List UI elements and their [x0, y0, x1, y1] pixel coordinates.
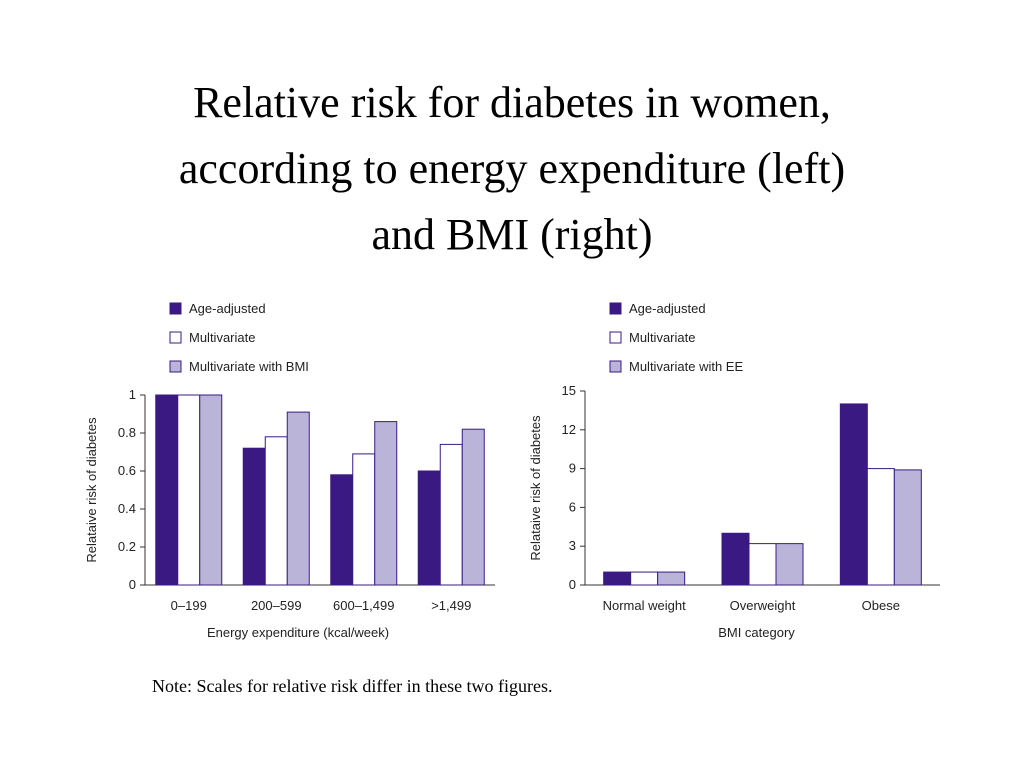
- bar: [461, 428, 485, 586]
- y-tick-label: 0.8: [118, 425, 136, 440]
- bar: [242, 447, 266, 586]
- y-tick-label: 12: [562, 422, 576, 437]
- title-line-3: and BMI (right): [371, 210, 653, 259]
- bar: [839, 403, 868, 586]
- y-axis-title: Relataive risk of diabetes: [84, 417, 99, 563]
- bar: [177, 394, 201, 586]
- bar: [264, 436, 288, 586]
- legend-label: Age-adjusted: [629, 301, 706, 316]
- y-tick-label: 1: [129, 387, 136, 402]
- bar: [352, 453, 376, 586]
- bar: [199, 394, 223, 586]
- bar: [657, 571, 686, 586]
- bar: [775, 543, 804, 586]
- legend-swatch: [169, 302, 182, 315]
- legend-swatch: [609, 331, 622, 344]
- y-tick-label: 0.2: [118, 539, 136, 554]
- legend-label: Multivariate: [189, 330, 255, 345]
- legend-swatch: [169, 360, 182, 373]
- bar: [417, 470, 441, 586]
- legend-label: Multivariate: [629, 330, 695, 345]
- scale-note: Note: Scales for relative risk differ in…: [152, 676, 553, 696]
- x-axis-title: Energy expenditure (kcal/week): [207, 625, 389, 640]
- y-tick-label: 0: [569, 577, 576, 592]
- y-tick-label: 3: [569, 538, 576, 553]
- legend-label: Multivariate with EE: [629, 359, 743, 374]
- y-tick-label: 15: [562, 383, 576, 398]
- x-tick-label: 200–599: [251, 598, 302, 613]
- y-tick-label: 6: [569, 499, 576, 514]
- bar: [374, 421, 398, 586]
- energy-expenditure-chart: Age-adjusted Multivariate Multivariate wit…: [84, 301, 495, 640]
- y-tick-label: 0.6: [118, 463, 136, 478]
- x-tick-label: Obese: [862, 598, 900, 613]
- bar: [630, 571, 659, 586]
- legend-swatch: [609, 302, 622, 315]
- x-tick-label: 600–1,499: [333, 598, 394, 613]
- x-tick-label: Overweight: [730, 598, 796, 613]
- x-tick-label: >1,499: [431, 598, 471, 613]
- slide-title: Relative risk for diabetes in women, acc…: [40, 70, 984, 268]
- bar: [748, 543, 777, 586]
- legend-swatch: [609, 360, 622, 373]
- x-tick-label: Normal weight: [603, 598, 686, 613]
- legend-label: Age-adjusted: [189, 301, 266, 316]
- y-tick-label: 0: [129, 577, 136, 592]
- bar: [721, 532, 750, 586]
- title-line-2: according to energy expenditure (left): [178, 144, 846, 193]
- title-line-1: Relative risk for diabetes in women,: [193, 78, 831, 127]
- bar: [866, 468, 895, 586]
- x-tick-label: 0–199: [171, 598, 207, 613]
- legend-label: Multivariate with BMI: [189, 359, 309, 374]
- legend-swatch: [169, 331, 182, 344]
- bar: [330, 474, 354, 586]
- bar: [893, 469, 922, 586]
- bar: [155, 394, 179, 586]
- y-axis-title: Relataive risk of diabetes: [528, 415, 543, 561]
- x-axis-title: BMI category: [718, 625, 795, 640]
- bar: [603, 571, 632, 586]
- bar: [286, 411, 310, 586]
- y-tick-label: 0.4: [118, 501, 136, 516]
- bar: [439, 443, 463, 586]
- y-tick-label: 9: [569, 461, 576, 476]
- bmi-chart: Age-adjusted Multivariate Multivariate wit…: [528, 301, 940, 640]
